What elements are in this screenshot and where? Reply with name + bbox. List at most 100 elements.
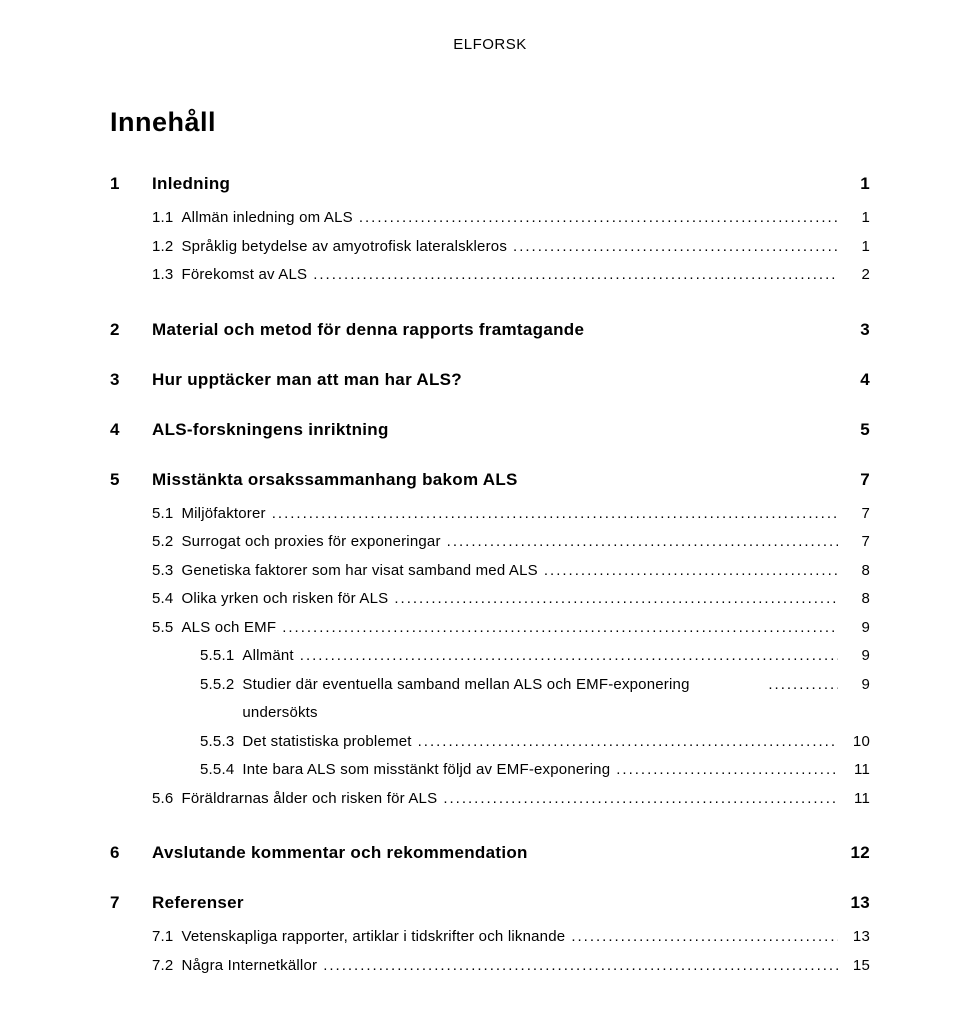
toc-chapter: 2Material och metod för denna rapports f…	[110, 320, 870, 340]
toc-chapter: 4ALS-forskningens inriktning 5	[110, 420, 870, 440]
document-title: Innehåll	[110, 107, 870, 138]
toc-entry-number: 5.3	[152, 557, 173, 586]
toc-chapter-number: 4	[110, 420, 152, 440]
toc-entry-page: 9	[844, 642, 870, 671]
toc-chapter-number: 5	[110, 470, 152, 490]
toc-entry-title: Genetiska faktorer som har visat samband…	[181, 557, 537, 586]
toc-entry-title: Studier där eventuella samband mellan AL…	[242, 671, 762, 728]
toc-chapter-page: 1	[840, 174, 870, 194]
toc-entry-page: 1	[844, 233, 870, 262]
toc-leader-dots	[394, 585, 838, 614]
toc-leader-dots	[513, 233, 838, 262]
toc-entry-page: 9	[844, 671, 870, 700]
toc-chapter-title: Misstänkta orsakssammanhang bakom ALS	[152, 470, 828, 490]
toc-leader-dots	[359, 204, 838, 233]
toc-entry-page: 11	[844, 756, 870, 785]
toc-entry-title: Det statistiska problemet	[242, 728, 411, 757]
toc-chapter-row: 6Avslutande kommentar och rekommendation…	[110, 843, 870, 863]
toc-entry: 7.1Vetenskapliga rapporter, artiklar i t…	[110, 923, 870, 952]
toc-chapter: 3Hur upptäcker man att man har ALS? 4	[110, 370, 870, 390]
toc-entry-page: 2	[844, 261, 870, 290]
toc-entry-title: Vetenskapliga rapporter, artiklar i tids…	[181, 923, 565, 952]
toc-entry-number: 1.3	[152, 261, 173, 290]
running-head: ELFORSK	[110, 36, 870, 53]
toc-entry: 5.5.3 Det statistiska problemet 10	[110, 728, 870, 757]
toc-chapter-title: Hur upptäcker man att man har ALS?	[152, 370, 828, 390]
toc-leader-dots	[282, 614, 838, 643]
toc-entry-page: 15	[844, 952, 870, 981]
toc-entries: 5.1Miljöfaktorer75.2Surrogat och proxies…	[110, 500, 870, 814]
toc-chapter-page: 4	[840, 370, 870, 390]
toc-entries: 7.1Vetenskapliga rapporter, artiklar i t…	[110, 923, 870, 980]
toc-leader-dots	[443, 785, 838, 814]
toc-chapter-number: 3	[110, 370, 152, 390]
toc-chapter-page: 3	[840, 320, 870, 340]
toc-entry: 5.5.1 Allmänt 9	[110, 642, 870, 671]
toc-entry: 5.1Miljöfaktorer7	[110, 500, 870, 529]
toc-chapter-title: Referenser	[152, 893, 828, 913]
toc-entry-page: 10	[844, 728, 870, 757]
toc-entry-title: Språklig betydelse av amyotrofisk latera…	[181, 233, 507, 262]
toc-entry-title: Olika yrken och risken för ALS	[181, 585, 388, 614]
toc-entry: 1.3 Förekomst av ALS 2	[110, 261, 870, 290]
toc-chapter: 6Avslutande kommentar och rekommendation…	[110, 843, 870, 863]
toc-leader-dots	[323, 952, 838, 981]
toc-chapter-page: 5	[840, 420, 870, 440]
toc-leader-dots	[544, 557, 838, 586]
toc-entry: 1.2 Språklig betydelse av amyotrofisk lat…	[110, 233, 870, 262]
toc-entry-number: 5.5.3	[200, 728, 234, 757]
toc-entry: 7.2Några Internetkällor15	[110, 952, 870, 981]
toc-entry-title: Allmänt	[242, 642, 293, 671]
toc-chapter-title: ALS-forskningens inriktning	[152, 420, 828, 440]
toc-entry: 5.4Olika yrken och risken för ALS8	[110, 585, 870, 614]
toc-leader-dots	[313, 261, 838, 290]
toc-entry-number: 1.1	[152, 204, 173, 233]
toc-chapter-row: 1Inledning1	[110, 174, 870, 194]
toc-entry-page: 8	[844, 557, 870, 586]
toc-entry: 5.6Föräldrarnas ålder och risken för ALS…	[110, 785, 870, 814]
toc-chapter: 5Misstänkta orsakssammanhang bakom ALS75…	[110, 470, 870, 814]
toc-entry-number: 5.5.1	[200, 642, 234, 671]
toc-chapter-title: Avslutande kommentar och rekommendation	[152, 843, 828, 863]
toc-entry-number: 5.2	[152, 528, 173, 557]
toc-chapter-number: 2	[110, 320, 152, 340]
toc-entry-number: 5.5.2	[200, 671, 234, 700]
toc-chapter-row: 5Misstänkta orsakssammanhang bakom ALS 7	[110, 470, 870, 490]
toc-entry: 5.2 Surrogat och proxies för exponeringar…	[110, 528, 870, 557]
toc-chapter-number: 6	[110, 843, 152, 863]
toc-entry-title: Surrogat och proxies för exponeringar	[181, 528, 440, 557]
toc-chapter-page: 13	[840, 893, 870, 913]
toc-entry-title: Föräldrarnas ålder och risken för ALS	[181, 785, 437, 814]
toc-entry-number: 5.1	[152, 500, 173, 529]
toc-entry: 5.5ALS och EMF9	[110, 614, 870, 643]
table-of-contents: 1Inledning11.1Allmän inledning om ALS11.…	[110, 174, 870, 980]
toc-entry-page: 13	[844, 923, 870, 952]
toc-entry-page: 8	[844, 585, 870, 614]
toc-leader-dots	[300, 642, 838, 671]
toc-chapter-row: 4ALS-forskningens inriktning 5	[110, 420, 870, 440]
toc-chapter-number: 1	[110, 174, 152, 194]
toc-leader-dots	[768, 671, 838, 700]
toc-entry: 1.1Allmän inledning om ALS1	[110, 204, 870, 233]
toc-entry-number: 5.5.4	[200, 756, 234, 785]
toc-chapter-title: Inledning	[152, 174, 828, 194]
toc-entry-number: 5.5	[152, 614, 173, 643]
toc-leader-dots	[447, 528, 838, 557]
toc-chapter-number: 7	[110, 893, 152, 913]
document-page: ELFORSK Innehåll 1Inledning11.1Allmän in…	[0, 0, 960, 1020]
toc-chapter-row: 7Referenser 13	[110, 893, 870, 913]
toc-entry-page: 1	[844, 204, 870, 233]
toc-entry-title: Miljöfaktorer	[181, 500, 265, 529]
toc-chapter-row: 3Hur upptäcker man att man har ALS? 4	[110, 370, 870, 390]
toc-entry: 5.3 Genetiska faktorer som har visat samb…	[110, 557, 870, 586]
toc-entry-page: 11	[844, 785, 870, 814]
toc-entry-number: 1.2	[152, 233, 173, 262]
toc-entry-title: Förekomst av ALS	[181, 261, 307, 290]
toc-entry-title: ALS och EMF	[181, 614, 276, 643]
toc-chapter: 7Referenser137.1Vetenskapliga rapporter,…	[110, 893, 870, 980]
toc-entry-number: 7.2	[152, 952, 173, 981]
toc-leader-dots	[616, 756, 838, 785]
toc-chapter-title: Material och metod för denna rapports fr…	[152, 320, 828, 340]
toc-chapter-page: 7	[840, 470, 870, 490]
toc-chapter-row: 2Material och metod för denna rapports f…	[110, 320, 870, 340]
